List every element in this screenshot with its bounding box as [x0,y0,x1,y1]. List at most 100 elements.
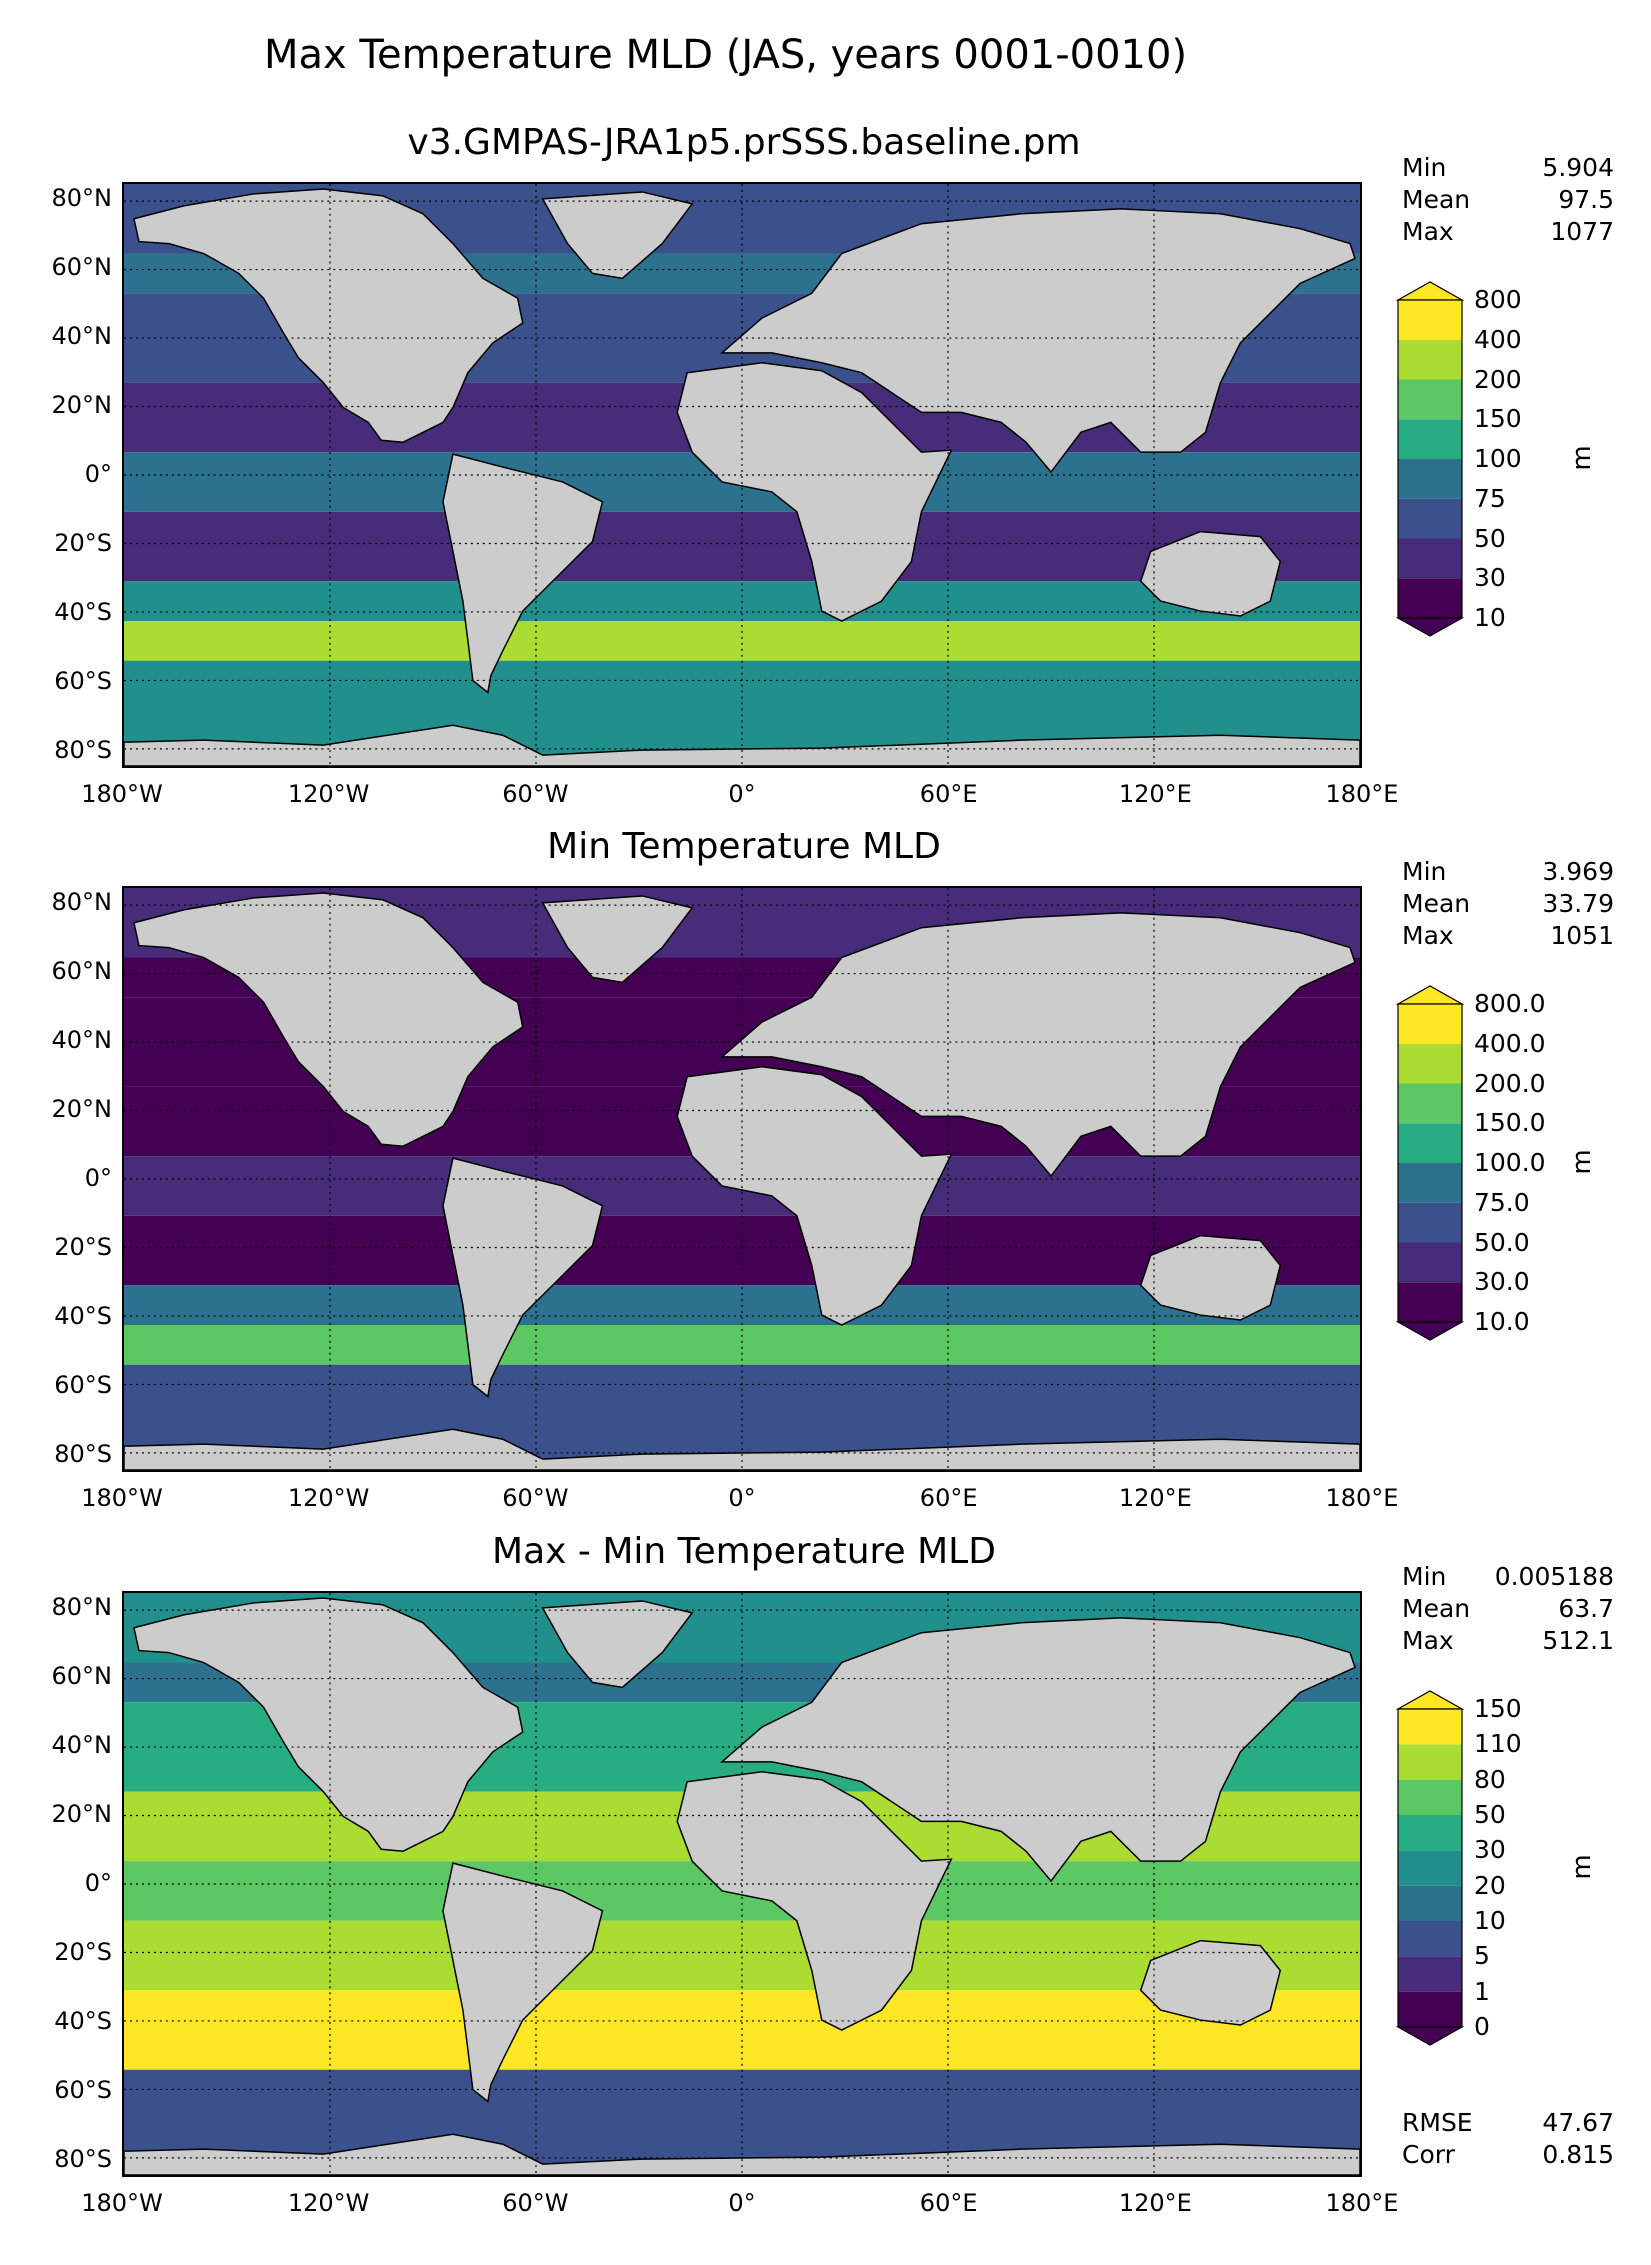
colorbar-tick-label: 400.0 [1474,1028,1546,1058]
stat-row: Mean 63.7 [1402,1593,1614,1625]
colorbar-extend-max [1395,1690,1465,1710]
land-eurasia [720,1617,1356,1883]
lon-tick-label: 60°E [919,2189,978,2217]
colorbar-tick-label: 800 [1474,285,1522,314]
lat-tick-label: 60°N [51,1662,113,1691]
stat-value: 63.7 [1558,1594,1614,1623]
colorbar-bin [1398,339,1462,380]
colorbar-tick-label: 10 [1474,603,1506,632]
colorbar-tick-label: 800.0 [1474,989,1546,1018]
lat-tick-label: 0° [84,460,112,488]
lat-tick-label: 40°S [54,1301,112,1330]
lon-tick-label: 180°W [81,780,163,808]
stat-value: 47.67 [1542,2108,1614,2137]
colorbar-bin [1398,1885,1462,1921]
stat-row: Corr 0.815 [1402,2139,1614,2171]
land-eurasia [720,912,1356,1178]
lon-tick-label: 60°E [919,1484,978,1512]
stat-label: Corr [1402,2140,1455,2169]
colorbar-tick-label: 100 [1474,444,1522,473]
colorbar-tick-label: 50.0 [1474,1227,1530,1257]
lat-tick-label: 80°S [54,1439,112,1468]
colorbar-tick-label: 10.0 [1474,1307,1530,1336]
land-north-america [133,188,524,443]
stat-row: Max 512.1 [1402,1625,1614,1657]
land-south-america [442,1157,604,1398]
lon-tick-label: 120°W [287,780,370,808]
stat-label: Mean [1402,1594,1471,1623]
land-australia [1139,530,1282,617]
colorbar-frame [1397,1708,1463,2028]
colorbar-bin [1398,1744,1462,1780]
colorbar-tick-label: 0 [1474,2012,1490,2041]
land-south-america [442,453,604,694]
lon-tick-label: 180°W [81,1484,163,1512]
colorbar-bin [1398,419,1462,459]
lon-tick-label: 120°E [1118,1484,1192,1512]
colorbar-tick-label: 150 [1474,404,1522,434]
map-canvas [124,888,1360,1470]
colorbar-tick-label: 10 [1474,1906,1506,1935]
colorbar-bin [1398,459,1462,499]
lat-tick-label: 60°N [51,957,113,986]
stat-value: 1077 [1550,217,1614,246]
colorbar-swatches [1395,985,1465,1341]
lon-tick-label: 120°E [1118,780,1192,808]
colorbar-bin [1398,1779,1462,1815]
stat-value: 3.969 [1542,857,1614,886]
stat-row: Min 3.969 [1402,856,1614,888]
colorbar-tick-label: 150 [1474,1694,1522,1723]
colorbar-tick-label: 30 [1474,563,1506,593]
lat-tick-label: 40°N [51,1026,113,1055]
lat-tick-label: 80°S [54,2144,112,2173]
lat-tick-label: 60°S [54,2075,112,2104]
colorbar-tick-label: 20 [1474,1870,1506,1900]
ocean-band-southern [124,620,1360,661]
colorbar-bin [1398,300,1462,340]
colorbar-extend-min [1395,617,1465,637]
colorbar-tick-label: 1 [1474,1976,1490,2006]
lat-tick-label: 60°S [54,666,112,695]
stat-label: Min [1402,857,1447,886]
stat-row: Min 0.005188 [1402,1561,1614,1593]
colorbar-tick-label: 110 [1474,1729,1522,1759]
stat-label: Max [1402,217,1454,246]
lat-tick-label: 20°N [51,1800,113,1829]
colorbar-tick-label: 75.0 [1474,1187,1530,1217]
colorbar-unit-label: m [1567,1149,1597,1175]
colorbar-bin [1398,1163,1462,1203]
colorbar-extend-min [1395,1321,1465,1341]
stat-row: Min 5.904 [1402,152,1614,184]
colorbar-bin [1398,578,1462,618]
ocean-band-southern [124,2029,1360,2070]
colorbar-tick-label: 150.0 [1474,1108,1546,1138]
stat-row: Mean 97.5 [1402,184,1614,216]
lon-tick-label: 60°W [502,1484,569,1512]
colorbar-frame [1397,1003,1463,1323]
lat-tick-label: 80°N [51,888,113,917]
colorbar-bin [1398,379,1462,420]
map-panel [122,1591,1362,2177]
colorbar-extend-max [1395,281,1465,301]
land-eurasia [720,208,1356,474]
land-north-america [133,1597,524,1852]
lon-tick-label: 180°E [1325,780,1399,808]
lat-tick-label: 40°N [51,322,113,351]
lon-tick-label: 180°E [1325,2189,1399,2217]
colorbar [1395,985,1465,1341]
map-canvas [124,184,1360,766]
colorbar [1395,1690,1465,2046]
lat-tick-label: 80°N [51,184,113,213]
colorbar-bin [1398,1282,1462,1322]
stat-value: 0.005188 [1494,1562,1614,1591]
map-panel [122,886,1362,1472]
lat-tick-label: 20°N [51,1095,113,1124]
lon-tick-label: 0° [728,1484,756,1512]
land-antarctica [124,1428,1360,1470]
stat-label: Max [1402,1626,1454,1655]
lon-tick-label: 120°W [287,2189,370,2217]
stat-row: Max 1051 [1402,920,1614,952]
colorbar-tick-label: 400 [1474,324,1522,354]
lon-tick-label: 120°W [287,1484,370,1512]
lon-tick-label: 0° [728,2189,756,2217]
